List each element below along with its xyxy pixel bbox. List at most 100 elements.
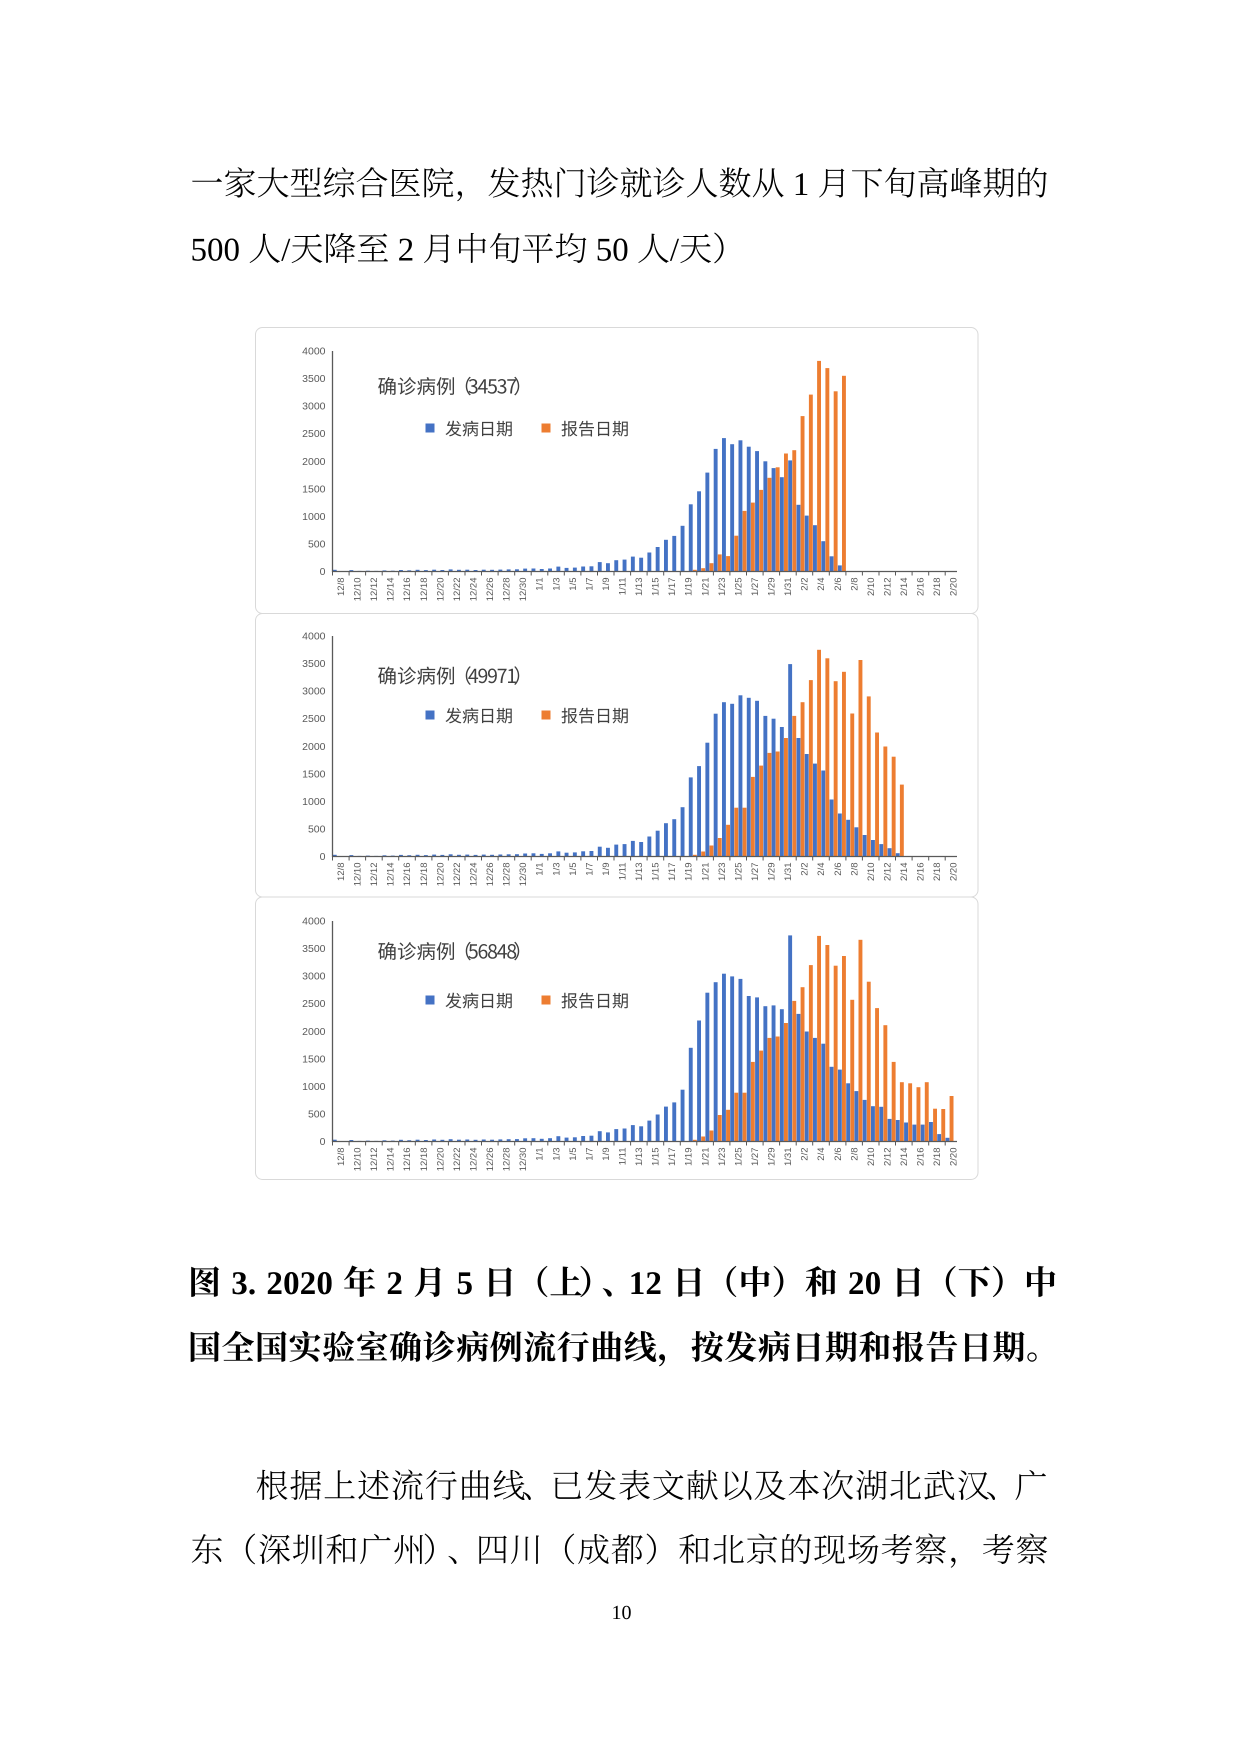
svg-text:2/6: 2/6 (833, 863, 844, 876)
svg-text:1/23: 1/23 (717, 863, 728, 882)
svg-text:500: 500 (308, 1108, 326, 1120)
svg-text:1/7: 1/7 (584, 1148, 595, 1161)
svg-text:2000: 2000 (302, 1026, 326, 1038)
svg-text:12/28: 12/28 (502, 863, 513, 887)
svg-text:12/16: 12/16 (402, 863, 413, 887)
svg-text:2000: 2000 (302, 456, 326, 468)
svg-text:2/16: 2/16 (916, 578, 927, 597)
svg-text:2/16: 2/16 (916, 863, 927, 882)
svg-text:12/28: 12/28 (502, 578, 513, 602)
svg-text:1/13: 1/13 (634, 1148, 645, 1167)
svg-text:2/20: 2/20 (949, 863, 960, 882)
svg-text:12/18: 12/18 (419, 863, 430, 887)
svg-text:1/5: 1/5 (568, 578, 579, 591)
svg-text:12/8: 12/8 (336, 578, 347, 597)
svg-text:2500: 2500 (302, 998, 326, 1010)
svg-text:2/2: 2/2 (800, 863, 811, 876)
svg-text:3000: 3000 (302, 971, 326, 983)
svg-text:4000: 4000 (302, 346, 326, 358)
svg-text:2/18: 2/18 (932, 578, 943, 597)
svg-text:1500: 1500 (302, 483, 326, 495)
svg-text:12/24: 12/24 (469, 863, 480, 887)
svg-text:1/23: 1/23 (717, 578, 728, 597)
svg-text:1/3: 1/3 (551, 578, 562, 591)
svg-text:2/18: 2/18 (932, 863, 943, 882)
svg-text:1000: 1000 (302, 1081, 326, 1093)
svg-text:2/4: 2/4 (816, 863, 827, 876)
svg-text:1/19: 1/19 (684, 863, 695, 882)
svg-text:1500: 1500 (302, 1053, 326, 1065)
svg-text:1/5: 1/5 (568, 1148, 579, 1161)
svg-text:12/26: 12/26 (485, 1148, 496, 1172)
svg-text:2/20: 2/20 (949, 578, 960, 597)
svg-text:1/25: 1/25 (733, 863, 744, 882)
svg-text:3000: 3000 (302, 401, 326, 413)
svg-text:12/16: 12/16 (402, 578, 413, 602)
svg-text:1/25: 1/25 (733, 1148, 744, 1167)
svg-text:2/6: 2/6 (833, 578, 844, 591)
svg-text:3500: 3500 (302, 658, 326, 670)
svg-text:12/30: 12/30 (518, 863, 529, 887)
svg-text:1/9: 1/9 (601, 863, 612, 876)
svg-text:1/27: 1/27 (750, 578, 761, 597)
svg-text:2500: 2500 (302, 713, 326, 725)
svg-text:3500: 3500 (302, 373, 326, 385)
svg-text:2/10: 2/10 (866, 578, 877, 597)
svg-text:1000: 1000 (302, 511, 326, 523)
svg-text:1/3: 1/3 (551, 863, 562, 876)
svg-text:1/29: 1/29 (767, 1148, 778, 1167)
svg-text:3000: 3000 (302, 686, 326, 698)
svg-text:12/24: 12/24 (469, 1148, 480, 1172)
svg-text:1500: 1500 (302, 768, 326, 780)
svg-text:12/12: 12/12 (369, 863, 380, 887)
svg-text:1/19: 1/19 (684, 578, 695, 597)
svg-text:1/17: 1/17 (667, 1148, 678, 1167)
svg-text:12/22: 12/22 (452, 1148, 463, 1172)
svg-text:12/20: 12/20 (435, 863, 446, 887)
svg-text:12/10: 12/10 (353, 578, 364, 602)
svg-text:1/9: 1/9 (601, 578, 612, 591)
svg-text:2/12: 2/12 (883, 863, 894, 882)
svg-text:1/27: 1/27 (750, 1148, 761, 1167)
svg-text:2/8: 2/8 (849, 1148, 860, 1161)
svg-text:1/17: 1/17 (667, 863, 678, 882)
svg-text:500: 500 (308, 823, 326, 835)
svg-text:1/13: 1/13 (634, 578, 645, 597)
svg-text:2/14: 2/14 (899, 1148, 910, 1167)
svg-text:1/5: 1/5 (568, 863, 579, 876)
svg-text:2/16: 2/16 (916, 1148, 927, 1167)
svg-text:500: 500 (308, 538, 326, 550)
svg-text:2/18: 2/18 (932, 1148, 943, 1167)
svg-text:2/12: 2/12 (883, 1148, 894, 1167)
svg-text:1/21: 1/21 (700, 1148, 711, 1167)
svg-text:12/14: 12/14 (386, 863, 397, 887)
svg-text:4000: 4000 (302, 631, 326, 643)
svg-text:1/1: 1/1 (535, 863, 546, 876)
svg-text:12/12: 12/12 (369, 1148, 380, 1172)
svg-text:12/20: 12/20 (435, 1148, 446, 1172)
svg-text:1/31: 1/31 (783, 578, 794, 597)
svg-text:12/24: 12/24 (469, 578, 480, 602)
svg-text:12/10: 12/10 (353, 1148, 364, 1172)
svg-text:2000: 2000 (302, 741, 326, 753)
svg-text:1/29: 1/29 (767, 578, 778, 597)
svg-text:12/8: 12/8 (336, 863, 347, 882)
svg-text:12/22: 12/22 (452, 578, 463, 602)
svg-text:2/4: 2/4 (816, 578, 827, 591)
svg-text:2/2: 2/2 (800, 578, 811, 591)
svg-text:1/27: 1/27 (750, 863, 761, 882)
svg-text:1/3: 1/3 (551, 1148, 562, 1161)
svg-text:12/30: 12/30 (518, 1148, 529, 1172)
svg-text:0: 0 (320, 566, 326, 578)
svg-text:0: 0 (320, 851, 326, 863)
svg-text:2500: 2500 (302, 428, 326, 440)
svg-text:0: 0 (320, 1136, 326, 1148)
svg-text:12/12: 12/12 (369, 578, 380, 602)
svg-text:4000: 4000 (302, 916, 326, 928)
svg-text:1/7: 1/7 (584, 578, 595, 591)
svg-text:1/17: 1/17 (667, 578, 678, 597)
svg-text:2/8: 2/8 (849, 578, 860, 591)
svg-text:2/20: 2/20 (949, 1148, 960, 1167)
svg-text:2/14: 2/14 (899, 863, 910, 882)
svg-text:1/11: 1/11 (618, 578, 629, 596)
